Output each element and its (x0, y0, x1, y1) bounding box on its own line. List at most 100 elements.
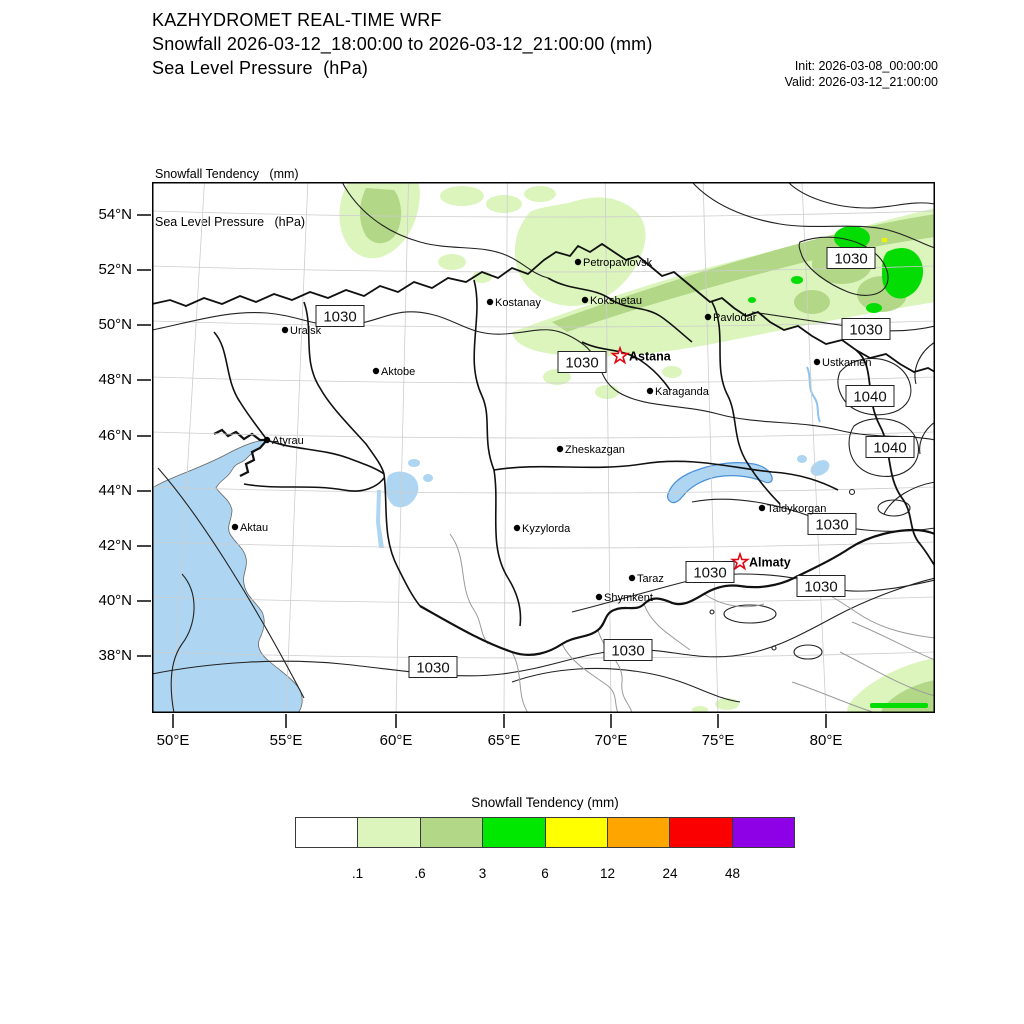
lon-tick-label: 75°E (701, 732, 735, 749)
city-dot-icon (595, 593, 603, 601)
snowfall-shading (150, 182, 935, 714)
svg-text:Kokshetau: Kokshetau (590, 295, 642, 307)
valid-time: Valid: 2026-03-12_21:00:00 (784, 75, 938, 89)
lake-alakol (810, 460, 830, 476)
pressure-label: 1030 (603, 639, 653, 661)
city-marker-astana: Astana (610, 345, 672, 365)
svg-text:Uralsk: Uralsk (290, 325, 322, 337)
pressure-label: 1030 (807, 513, 857, 535)
lat-tick-label: 50°N (98, 316, 132, 334)
svg-text:Ustkamen: Ustkamen (822, 357, 872, 369)
colorbar-cell (419, 817, 484, 848)
lon-tick (503, 714, 505, 728)
map-frame (152, 182, 935, 713)
lat-tick-label: 40°N (98, 591, 132, 609)
water-bodies (151, 366, 830, 714)
city-dot-icon (372, 367, 380, 375)
colorbar-cell (295, 817, 359, 848)
lon-tick (172, 714, 174, 728)
lat-tick (137, 489, 151, 492)
lon-tick (285, 714, 287, 728)
city-dot-icon (813, 358, 821, 366)
city-marker-kokshetau: Kokshetau (581, 295, 642, 307)
city-marker-pavlodar: Pavlodar (704, 312, 757, 324)
colorbar-tick-label: 48 (724, 866, 741, 881)
graticule (151, 181, 936, 714)
colorbar-title: Snowfall Tendency (mm) (471, 795, 619, 810)
svg-text:Atyrau: Atyrau (272, 435, 304, 447)
lat-tick (137, 379, 151, 382)
svg-text:1040: 1040 (853, 389, 886, 406)
lat-tick-label: 52°N (98, 261, 132, 279)
svg-text:1040: 1040 (873, 440, 906, 457)
run-times: Init: 2026-03-08_00:00:00 Valid: 2026-03… (785, 58, 938, 90)
svg-text:1030: 1030 (834, 251, 867, 268)
colorbar-tick-label: 24 (662, 866, 678, 881)
svg-text:Almaty: Almaty (749, 556, 791, 570)
city-layer: Petropavlovsk Kostanay Kokshetau Pavlodar Ur… (231, 257, 872, 604)
foreign-borders (449, 533, 936, 714)
lat-tick (137, 214, 151, 216)
svg-text:Taldykorgan: Taldykorgan (767, 503, 826, 515)
svg-text:Astana: Astana (629, 350, 672, 364)
lon-tick-label: 50°E (156, 732, 190, 749)
lat-tick (137, 599, 151, 602)
lon-tick-label: 70°E (594, 732, 628, 749)
colorbar-tick-label: 6 (541, 866, 549, 881)
city-dot-icon (231, 523, 239, 531)
legend-pressure: Sea Level Pressure (hPa) (155, 215, 306, 229)
header: KAZHYDROMET REAL-TIME WRF Snowfall 2026-… (152, 8, 653, 80)
svg-text:Aktau: Aktau (240, 522, 268, 534)
city-dot-icon (263, 436, 271, 444)
pressure-label: 1040 (845, 385, 895, 407)
lat-tick-label: 42°N (98, 536, 132, 554)
colorbar-tick-label: .6 (414, 866, 426, 881)
svg-text:Pavlodar: Pavlodar (713, 312, 757, 324)
city-marker-kostanay: Kostanay (486, 297, 541, 309)
city-marker-atyrau: Atyrau (263, 435, 304, 447)
svg-text:Aktobe: Aktobe (381, 366, 415, 378)
lat-tick (137, 434, 151, 437)
lon-tick-label: 65°E (487, 732, 521, 749)
lon-tick-label: 60°E (379, 732, 413, 749)
city-marker-aktobe: Aktobe (372, 366, 415, 378)
svg-text:1030: 1030 (804, 579, 837, 596)
colorbar-cell (544, 817, 608, 848)
colorbar-cell (731, 817, 795, 848)
map-panel: 1030 1030 1030 1030 1040 1040 1030 1030 1030 1030… (150, 181, 936, 714)
svg-text:1030: 1030 (815, 517, 848, 534)
lat-tick (137, 324, 151, 327)
city-marker-taraz: Taraz (628, 573, 664, 585)
city-dot-icon (758, 504, 766, 512)
lon-tick-label: 55°E (269, 732, 303, 749)
lat-tick (137, 544, 151, 547)
lon-tick-label: 80°E (809, 732, 843, 749)
city-dot-icon (513, 524, 521, 532)
pressure-label: 1030 (685, 561, 735, 583)
lat-tick-label: 48°N (98, 371, 132, 389)
city-dot-icon (628, 574, 636, 582)
city-dot-icon (581, 296, 589, 304)
svg-text:Taraz: Taraz (637, 573, 664, 585)
city-marker-uralsk: Uralsk (281, 325, 322, 337)
city-marker-shymkent: Shymkent (595, 592, 653, 604)
city-marker-kyzylorda: Kyzylorda (513, 523, 571, 535)
lon-tick (610, 714, 612, 728)
page-title: KAZHYDROMET REAL-TIME WRF (152, 10, 442, 30)
city-marker-karaganda: Karaganda (646, 386, 710, 398)
legend-snowfall: Snowfall Tendency (mm) (155, 167, 299, 181)
city-dot-icon (556, 445, 564, 453)
lon-tick (395, 714, 397, 728)
pressure-label: 1030 (841, 318, 891, 340)
aral-sea (386, 471, 419, 508)
lat-tick-label: 54°N (98, 206, 132, 223)
city-marker-ustkamen: Ustkamen (813, 357, 872, 369)
colorbar-cell (669, 817, 733, 848)
colorbar-cell (357, 817, 421, 848)
lat-tick (137, 269, 151, 272)
pressure-label: 1030 (796, 575, 846, 597)
lat-tick (137, 655, 151, 657)
svg-text:1030: 1030 (416, 660, 449, 677)
svg-text:1030: 1030 (323, 309, 356, 326)
